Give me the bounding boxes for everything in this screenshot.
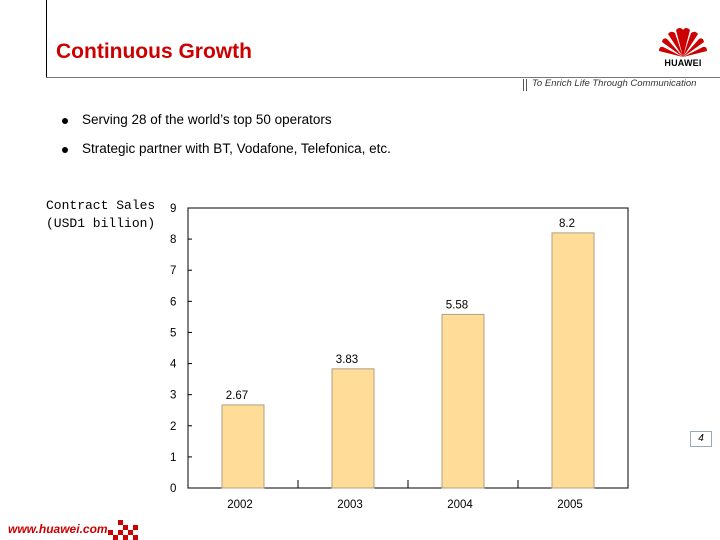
data-label: 2.67 [226,390,248,402]
x-tick-label: 2002 [227,499,253,511]
huawei-logo: HUAWEI [654,24,712,70]
slogan: To Enrich Life Through Communication [520,78,696,92]
slide-title: Continuous Growth [56,40,252,63]
title-divider-line [46,0,47,78]
header-rule [46,77,720,78]
y-tick-label: 6 [170,296,176,308]
bullet-dot-icon [62,118,68,124]
y-tick-label: 2 [170,421,176,433]
footer-url: www.huawei.com [8,522,108,536]
x-tick-label: 2004 [447,499,473,511]
y-tick-label: 3 [170,390,176,402]
data-label: 5.58 [446,299,468,311]
logo-wordmark: HUAWEI [664,58,702,68]
slogan-bar [523,79,524,91]
y-axis-label: Contract Sales (USD1 billion) [46,198,156,231]
bullet-text: Serving 28 of the world’s top 50 operato… [82,112,332,127]
bar [441,313,485,489]
huawei-petals-icon [659,28,707,57]
y-tick-label: 0 [170,483,176,495]
bullet-dot-icon [62,147,68,153]
bar [331,368,375,489]
checker-pattern-icon [108,520,138,540]
bar [551,232,595,489]
page-number: 4 [690,431,712,447]
slogan-bar [526,79,527,91]
x-tick-label: 2005 [557,499,583,511]
y-tick-label: 8 [170,234,176,246]
x-tick-label: 2003 [337,499,363,511]
y-tick-label: 1 [170,452,176,464]
y-tick-label: 4 [170,359,177,371]
y-tick-label: 9 [170,203,176,215]
bar [221,404,265,489]
y-tick-label: 7 [170,265,176,277]
bullet-text: Strategic partner with BT, Vodafone, Tel… [82,141,391,156]
y-tick-label: 5 [170,327,176,339]
slogan-text: To Enrich Life Through Communication [532,78,697,89]
data-label: 8.2 [559,218,575,230]
bar-chart: 0 1 2 3 4 5 6 7 8 9 2.67 2002 3.83 2003 5.58 2004 8.2 200… [170,203,629,511]
data-label: 3.83 [336,354,358,366]
